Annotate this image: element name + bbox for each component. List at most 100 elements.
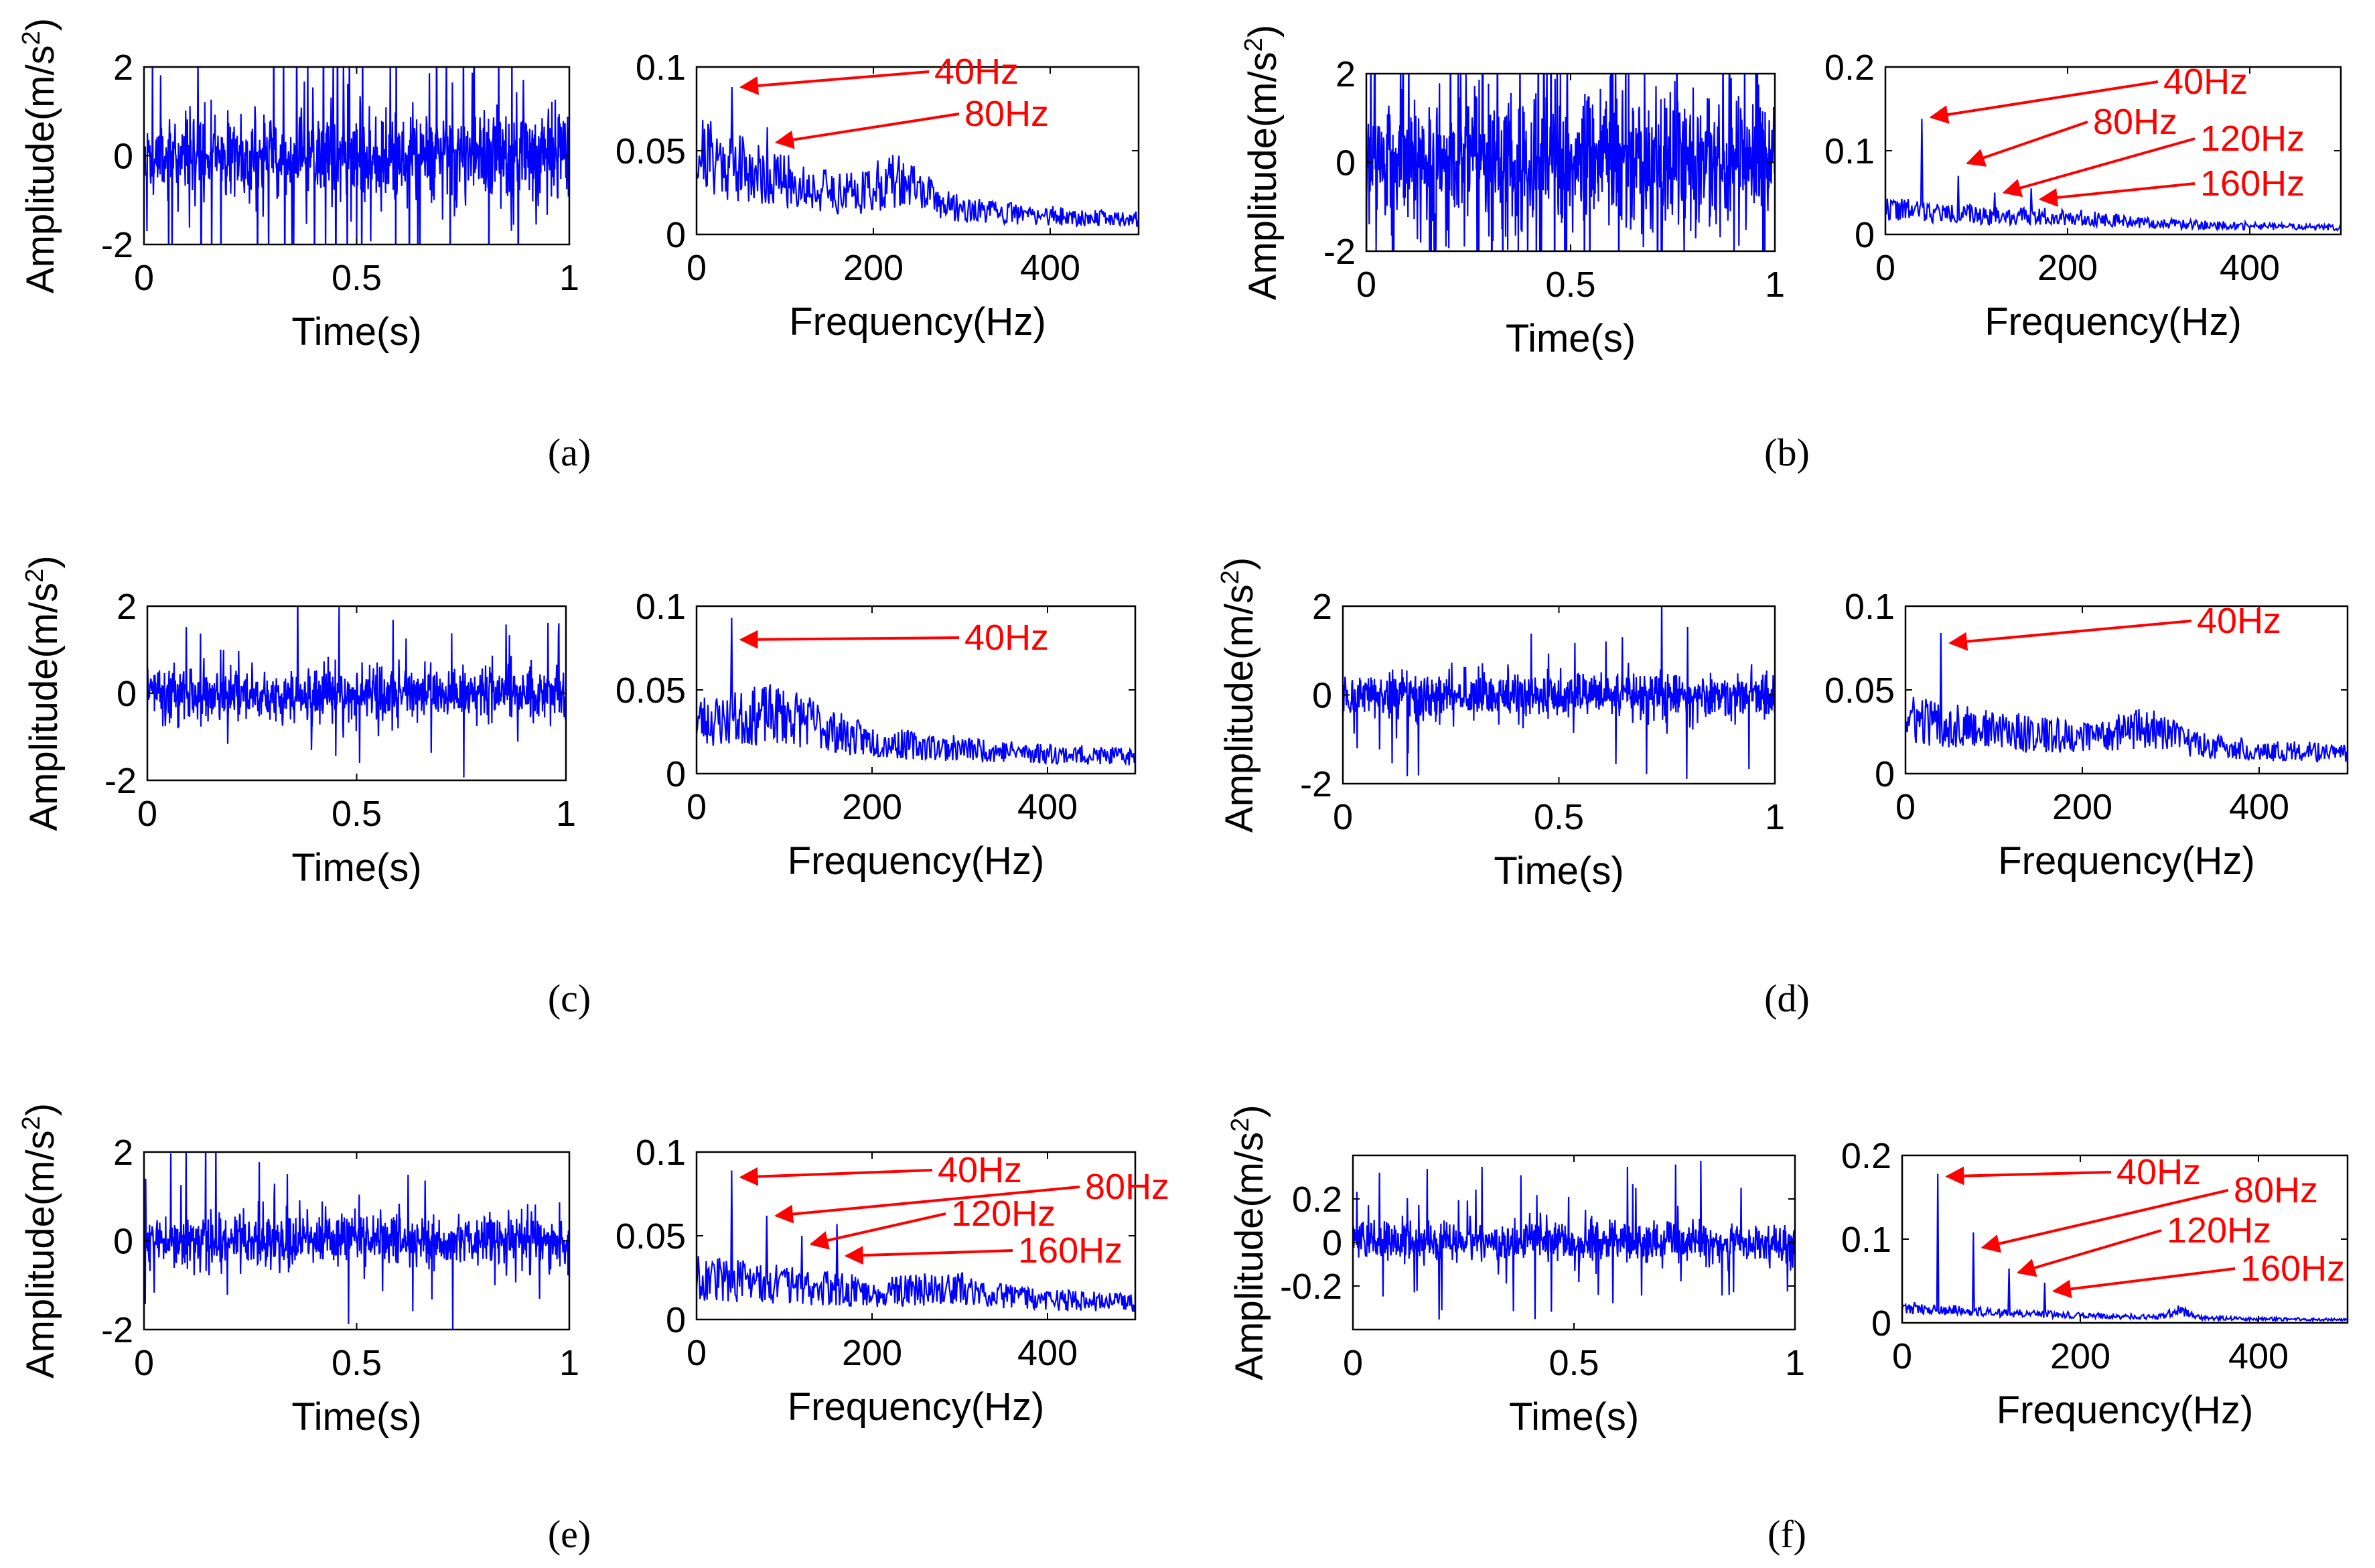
annotation-label: 40Hz	[938, 1150, 1022, 1190]
annotation-arrow	[844, 1246, 1013, 1265]
x-axis-label: Time(s)	[1494, 849, 1624, 893]
y-tick-label: 0	[1322, 1223, 1342, 1263]
y-tick-label: 0.2	[1841, 1136, 1891, 1176]
annotation-arrow	[774, 1186, 1080, 1224]
annotation-arrow	[1981, 1189, 2229, 1253]
annotation-label: 40Hz	[2197, 601, 2281, 641]
x-tick-label: 0.5	[332, 794, 382, 834]
x-tick-label: 1	[559, 258, 579, 298]
annotation-arrow	[1929, 80, 2159, 124]
x-tick-label: 400	[1017, 1333, 1078, 1373]
annotation-label: 120Hz	[2200, 119, 2305, 159]
signal-trace-d-spectrum	[1905, 632, 2348, 763]
x-tick-label: 400	[2220, 248, 2280, 288]
x-tick-label: 0	[134, 258, 154, 298]
x-tick-label: 0.5	[1549, 1343, 1599, 1383]
x-tick-label: 400	[2229, 787, 2289, 827]
panel-label-a: (a)	[548, 431, 591, 474]
annotation-arrow	[739, 70, 930, 95]
y-tick-label: 0.1	[636, 1133, 686, 1173]
y-tick-label: 0.2	[1292, 1180, 1342, 1220]
annotation-label: 80Hz	[2234, 1170, 2318, 1210]
y-tick-label: 0	[666, 1300, 686, 1340]
y-tick-label: -2	[104, 761, 137, 801]
x-axis-label: Frequency(Hz)	[1998, 839, 2255, 883]
x-tick-label: 1	[1765, 797, 1785, 837]
x-tick-label: 200	[2050, 1336, 2110, 1376]
y-tick-label: 0.1	[1824, 131, 1875, 171]
x-tick-label: 0	[1333, 797, 1353, 837]
chart-d-spectrum: 0 200 400 0 0.05 0.1 Frequency(Hz) 40Hz	[1824, 587, 2349, 883]
y-tick-label: -2	[101, 1310, 133, 1350]
y-tick-label: 0	[666, 754, 686, 794]
annotation-arrow	[2038, 182, 2196, 207]
signal-trace-f-time	[1353, 1160, 1795, 1320]
y-axis-label: Amplitude(m/s2)	[21, 555, 66, 831]
x-tick-label: 0	[1343, 1343, 1363, 1383]
annotation-arrow	[739, 630, 960, 649]
y-tick-label: 0	[666, 215, 686, 255]
x-axis-label: Frequency(Hz)	[1997, 1388, 2254, 1432]
x-tick-label: 0.5	[1534, 797, 1584, 837]
panel-label-c: (c)	[548, 977, 591, 1020]
y-tick-label: 2	[113, 48, 133, 88]
x-tick-label: 0	[687, 1333, 707, 1373]
y-tick-label: -0.2	[1280, 1267, 1342, 1307]
x-tick-label: 1	[556, 794, 576, 834]
x-tick-label: 0.5	[1545, 265, 1595, 305]
y-tick-label: 2	[1312, 587, 1332, 627]
y-tick-label: 0	[1336, 143, 1356, 184]
y-tick-label: 2	[1336, 54, 1356, 94]
y-tick-label: 0	[1875, 754, 1895, 794]
y-tick-label: -2	[1300, 764, 1332, 804]
annotation-label: 40Hz	[2116, 1152, 2201, 1192]
annotation-arrow	[1945, 1166, 2112, 1186]
y-tick-label: 0.05	[1824, 670, 1895, 711]
x-tick-label: 0	[687, 787, 707, 827]
annotation-label: 80Hz	[1085, 1167, 1169, 1207]
panel-label-b: (b)	[1764, 431, 1810, 474]
x-tick-label: 0.5	[332, 1343, 382, 1383]
x-tick-label: 0	[134, 1343, 154, 1383]
y-tick-label: 0	[117, 674, 137, 714]
x-tick-label: 0	[1875, 248, 1895, 288]
x-tick-label: 0.5	[332, 258, 382, 298]
x-tick-label: 0	[687, 248, 707, 288]
annotation-arrow	[2052, 1267, 2236, 1299]
x-axis-label: Frequency(Hz)	[788, 1385, 1045, 1429]
x-tick-label: 200	[843, 248, 904, 288]
annotation-label: 120Hz	[951, 1194, 1056, 1234]
x-tick-label: 0	[137, 794, 157, 834]
x-axis-label: Time(s)	[291, 1395, 421, 1439]
x-tick-label: 0	[1895, 787, 1916, 827]
y-tick-label: 0.1	[636, 587, 686, 627]
annotation-label: 40Hz	[934, 52, 1019, 92]
x-tick-label: 0	[1356, 265, 1376, 305]
annotation-arrow	[809, 1212, 946, 1250]
y-axis-label: Amplitude(m/s2)	[1226, 1104, 1271, 1380]
x-axis-label: Time(s)	[1506, 317, 1636, 360]
x-tick-label: 400	[2228, 1336, 2289, 1376]
annotation-arrow	[1966, 121, 2088, 167]
annotation-label: 80Hz	[964, 94, 1049, 134]
y-axis-label: Amplitude(m/s2)	[1216, 557, 1261, 833]
x-axis-label: Time(s)	[291, 310, 421, 354]
y-tick-label: 2	[113, 1133, 133, 1173]
chart-f-spectrum: 0 200 400 0 0.1 0.2 Frequency(Hz) 40Hz 80Hz120Hz…	[1841, 1136, 2349, 1432]
annotation-arrow	[774, 113, 960, 149]
signal-trace-f-spectrum	[1902, 1173, 2348, 1323]
y-tick-label: 0.1	[636, 48, 686, 88]
panel-label-e: (e)	[548, 1512, 591, 1556]
y-tick-label: 0	[1871, 1303, 1891, 1344]
x-tick-label: 200	[2037, 248, 2098, 288]
signal-trace-e-spectrum	[697, 1170, 1135, 1312]
annotation-label: 80Hz	[2093, 102, 2177, 142]
y-tick-label: 0.05	[616, 670, 686, 711]
x-tick-label: 0	[1892, 1336, 1912, 1376]
annotation-label: 40Hz	[2163, 62, 2248, 102]
